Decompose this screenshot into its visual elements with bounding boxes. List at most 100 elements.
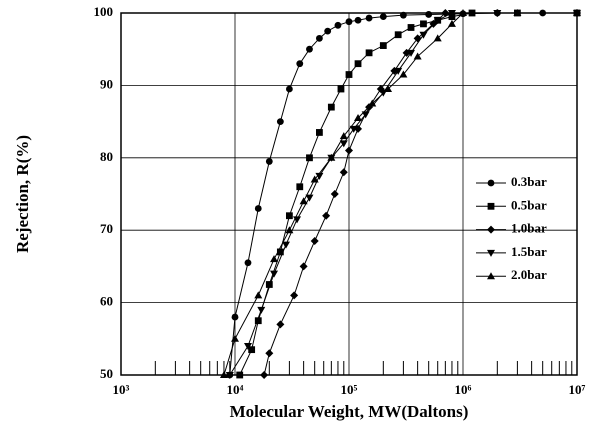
marker (243, 343, 252, 351)
marker (379, 13, 387, 21)
marker (429, 19, 438, 28)
y-axis-label: Rejection, R(%) (13, 135, 32, 253)
series-line (229, 12, 577, 376)
marker (265, 158, 273, 165)
marker (270, 255, 279, 263)
plot-frame (120, 12, 578, 376)
series-line (263, 12, 577, 376)
marker (306, 45, 313, 53)
marker (394, 67, 403, 75)
legend-label: 1.0bar (511, 221, 547, 236)
marker (354, 60, 362, 68)
y-tick-label: 80 (100, 149, 113, 164)
x-axis-label: Molecular Weight, MW(Daltons) (230, 402, 469, 421)
marker (384, 85, 393, 93)
marker (334, 21, 342, 29)
marker (459, 9, 467, 16)
marker (324, 27, 332, 35)
marker (399, 70, 408, 78)
x-tick-label: 10⁶ (455, 382, 472, 397)
marker (407, 24, 415, 31)
marker (310, 237, 319, 246)
marker (365, 14, 373, 22)
marker (315, 172, 324, 180)
marker (322, 211, 331, 220)
marker (354, 16, 362, 24)
marker (513, 9, 522, 16)
marker (296, 60, 304, 68)
marker (296, 183, 304, 191)
marker (433, 17, 442, 25)
marker (225, 372, 234, 379)
marker (281, 241, 290, 249)
marker (276, 320, 285, 329)
marker (254, 317, 262, 325)
marker (305, 194, 314, 202)
marker (413, 52, 422, 60)
x-tick-label: 10³ (113, 382, 130, 397)
marker (290, 291, 299, 300)
marker (447, 19, 456, 27)
marker (316, 34, 323, 42)
x-tick-label: 10⁴ (227, 382, 244, 397)
marker (299, 262, 308, 271)
marker (339, 132, 348, 140)
marker (361, 111, 370, 119)
marker (327, 103, 335, 111)
legend-label: 0.3bar (511, 174, 547, 189)
marker (425, 11, 433, 18)
marker (270, 270, 279, 278)
y-tick-label: 60 (100, 294, 113, 309)
marker (379, 42, 387, 49)
marker (330, 190, 339, 198)
y-tick-label: 50 (100, 366, 113, 381)
marker (219, 371, 228, 378)
marker (349, 125, 358, 133)
marker (231, 334, 239, 342)
marker (419, 31, 428, 39)
marker (339, 140, 348, 148)
marker (573, 9, 581, 16)
marker (345, 71, 353, 78)
marker (354, 113, 363, 121)
marker (285, 226, 294, 234)
x-tick-label: 10⁷ (569, 382, 586, 397)
marker (420, 20, 427, 28)
marker (285, 212, 293, 220)
marker (231, 313, 239, 321)
marker (299, 197, 308, 205)
marker (254, 291, 263, 299)
marker (265, 281, 273, 288)
marker (433, 34, 442, 42)
legend-marker (487, 249, 495, 257)
y-tick-label: 90 (100, 76, 113, 91)
legend-label: 0.5bar (511, 197, 547, 212)
marker (399, 11, 407, 19)
marker (276, 118, 284, 125)
marker (306, 154, 313, 162)
marker (254, 205, 262, 212)
legend-label: 1.5bar (511, 244, 547, 259)
marker (407, 49, 416, 57)
marker (260, 371, 269, 379)
marker (394, 31, 402, 39)
legend-label: 2.0bar (511, 267, 547, 282)
marker (248, 346, 256, 354)
marker (339, 168, 348, 177)
marker (368, 99, 377, 107)
marker (337, 85, 345, 93)
legend-marker (487, 202, 495, 210)
y-tick-label: 100 (94, 4, 114, 19)
marker (447, 10, 456, 17)
legend-marker (487, 179, 495, 187)
legend-marker (487, 272, 495, 280)
marker (327, 153, 336, 161)
y-tick-label: 70 (100, 221, 113, 236)
marker (244, 259, 252, 267)
marker (285, 85, 293, 93)
marker (365, 49, 373, 57)
marker (310, 175, 319, 183)
marker (236, 371, 244, 379)
marker (265, 349, 274, 358)
